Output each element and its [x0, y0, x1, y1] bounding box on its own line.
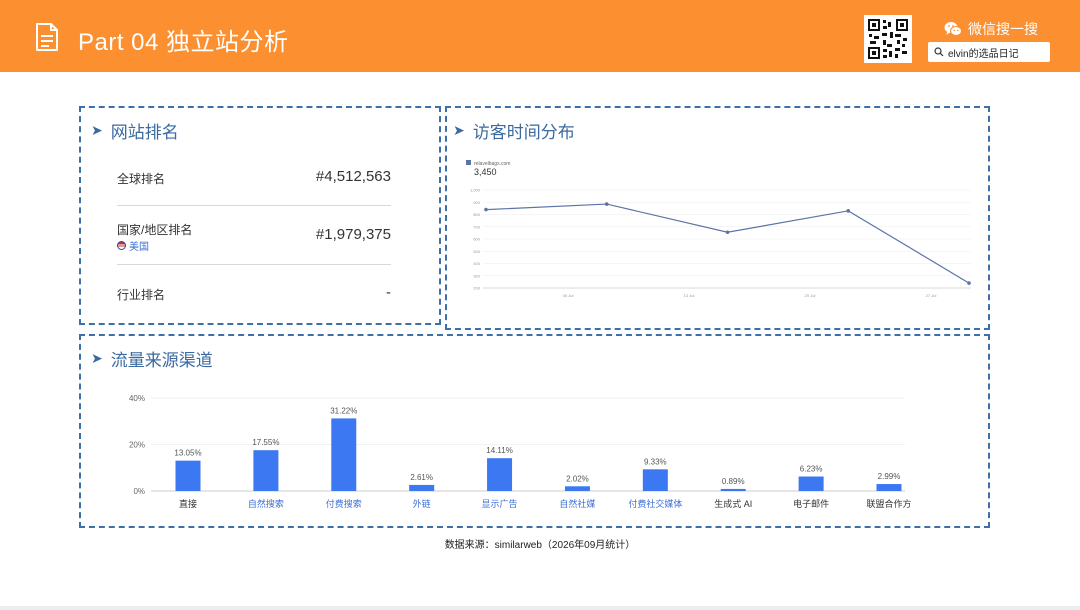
- y-tick-label: 800: [473, 212, 480, 217]
- bar-value-label: 2.02%: [566, 474, 589, 483]
- series-line: [485, 203, 970, 284]
- x-tick-label: 27 Jul: [926, 293, 937, 298]
- category-label: 电子邮件: [793, 498, 829, 509]
- legend-label: relavelbags.com: [474, 161, 510, 167]
- y-tick-label: 400: [473, 261, 480, 266]
- x-tick-label: 20 Jul: [805, 293, 816, 298]
- bottom-band: [0, 606, 1080, 610]
- chevron-right-icon: ➤: [91, 350, 103, 366]
- traffic-title-text: 流量来源渠道: [110, 351, 213, 370]
- data-source-note: 数据来源：similarweb（2026年09月统计）: [444, 540, 636, 551]
- data-point[interactable]: [725, 230, 730, 235]
- category-label[interactable]: 付费搜索: [326, 498, 362, 509]
- category-label[interactable]: 付费社交媒体: [628, 498, 682, 509]
- search-keyword: elvin的选品日记: [948, 48, 1019, 60]
- category-label[interactable]: 自然搜索: [248, 498, 284, 509]
- chevron-right-icon: ➤: [91, 122, 103, 138]
- chevron-right-icon: ➤: [453, 122, 465, 138]
- document-icon: [36, 23, 58, 51]
- bar[interactable]: [876, 484, 902, 491]
- bar[interactable]: [487, 458, 513, 491]
- qr-code-icon: [864, 15, 912, 63]
- category-label: 联盟合作方: [866, 498, 911, 509]
- bar[interactable]: [564, 486, 590, 491]
- us-flag-icon: [117, 241, 126, 250]
- y-tick-label: 0%: [133, 487, 145, 496]
- category-label: 生成式 AI: [714, 498, 752, 509]
- y-tick-label: 40%: [129, 394, 145, 403]
- category-label[interactable]: 外链: [413, 498, 431, 509]
- data-point[interactable]: [484, 207, 488, 212]
- country-rank-row: 国家/地区排名 美国 #1,979,375: [117, 218, 391, 254]
- ranking-panel: ➤ 网站排名 全球排名 #4,512,563 国家/地区排名 美国 #1,979…: [79, 106, 441, 325]
- legend-swatch: [466, 160, 471, 165]
- visitor-panel-title: ➤ 访客时间分布: [453, 118, 575, 143]
- category-label[interactable]: 显示广告: [482, 498, 518, 509]
- bar-value-label: 9.33%: [644, 457, 667, 466]
- bar-value-label: 17.55%: [252, 438, 279, 447]
- y-tick-label: 200: [473, 286, 480, 291]
- y-tick-label: 300: [473, 273, 480, 278]
- category-label: 直接: [179, 498, 197, 509]
- traffic-panel-title: ➤ 流量来源渠道: [91, 346, 213, 371]
- bar-value-label: 2.99%: [878, 472, 901, 481]
- industry-rank-label: 行业排名: [117, 288, 166, 302]
- bar[interactable]: [642, 469, 668, 491]
- data-point[interactable]: [604, 202, 609, 206]
- data-point[interactable]: [846, 209, 851, 213]
- country-name[interactable]: 美国: [117, 238, 149, 253]
- country-name-text: 美国: [129, 242, 149, 253]
- bar[interactable]: [409, 484, 435, 491]
- divider: [117, 205, 391, 206]
- y-tick-label: 700: [473, 224, 480, 229]
- bar[interactable]: [253, 450, 279, 491]
- ranking-title-text: 网站排名: [110, 123, 179, 142]
- bar-value-label: 2.61%: [410, 473, 433, 482]
- wechat-search-label: 微信搜一搜: [944, 18, 1038, 40]
- industry-rank-row: 行业排名 -: [117, 284, 391, 308]
- visitor-line-chart: relavelbags.com 3,450 1,000 900 800 700 600 5…: [466, 160, 971, 298]
- visitor-title-text: 访客时间分布: [472, 123, 575, 142]
- wechat-search-box[interactable]: elvin的选品日记: [928, 42, 1050, 62]
- y-tick-label: 900: [473, 200, 480, 205]
- y-tick-label: 20%: [129, 441, 145, 450]
- page-title: Part 04 独立站分析: [78, 29, 289, 56]
- ranking-panel-title: ➤ 网站排名: [91, 118, 179, 143]
- y-tick-label: 1,000: [470, 188, 481, 193]
- global-rank-value: #4,512,563: [315, 168, 391, 185]
- bar[interactable]: [175, 460, 201, 491]
- global-rank-row: 全球排名 #4,512,563: [117, 166, 391, 190]
- x-tick-label: 13 Jul: [684, 293, 695, 298]
- country-rank-label: 国家/地区排名: [117, 223, 193, 237]
- bar-value-label: 14.11%: [486, 446, 513, 455]
- category-label[interactable]: 自然社媒: [559, 498, 595, 509]
- global-rank-label: 全球排名: [117, 172, 166, 186]
- headline-value: 3,450: [474, 167, 497, 177]
- x-tick-label: 06 Jul: [563, 293, 574, 298]
- bar-value-label: 13.05%: [174, 449, 201, 458]
- bar[interactable]: [798, 476, 824, 491]
- wechat-icon: [944, 22, 962, 36]
- country-rank-value: #1,979,375: [315, 226, 391, 243]
- bar[interactable]: [720, 488, 746, 491]
- bar[interactable]: [331, 418, 357, 491]
- visitor-panel: ➤ 访客时间分布 relavelbags.com 3,450 1,000 900 8…: [445, 106, 990, 330]
- industry-rank-value: -: [386, 284, 391, 301]
- y-tick-label: 500: [473, 249, 480, 254]
- traffic-bar-chart: 40% 20% 0% 13.05% 直接 17.55% 自然搜索 31.22% 付费搜索 2.6…: [129, 394, 912, 509]
- bar-value-label: 6.23%: [800, 465, 823, 474]
- bar-value-label: 0.89%: [722, 477, 745, 486]
- divider: [117, 264, 391, 265]
- y-tick-label: 600: [473, 237, 480, 242]
- bar-value-label: 31.22%: [330, 406, 357, 415]
- traffic-panel: ➤ 流量来源渠道 40% 20% 0% 13.05% 直接 17.55% 自然搜索 31.2…: [79, 334, 990, 528]
- header-bar: Part 04 独立站分析 微信搜一搜 elvin的选品日记: [0, 0, 1080, 72]
- search-icon: [934, 47, 944, 57]
- data-point[interactable]: [967, 281, 971, 285]
- wechat-search-text: 微信搜一搜: [968, 21, 1038, 37]
